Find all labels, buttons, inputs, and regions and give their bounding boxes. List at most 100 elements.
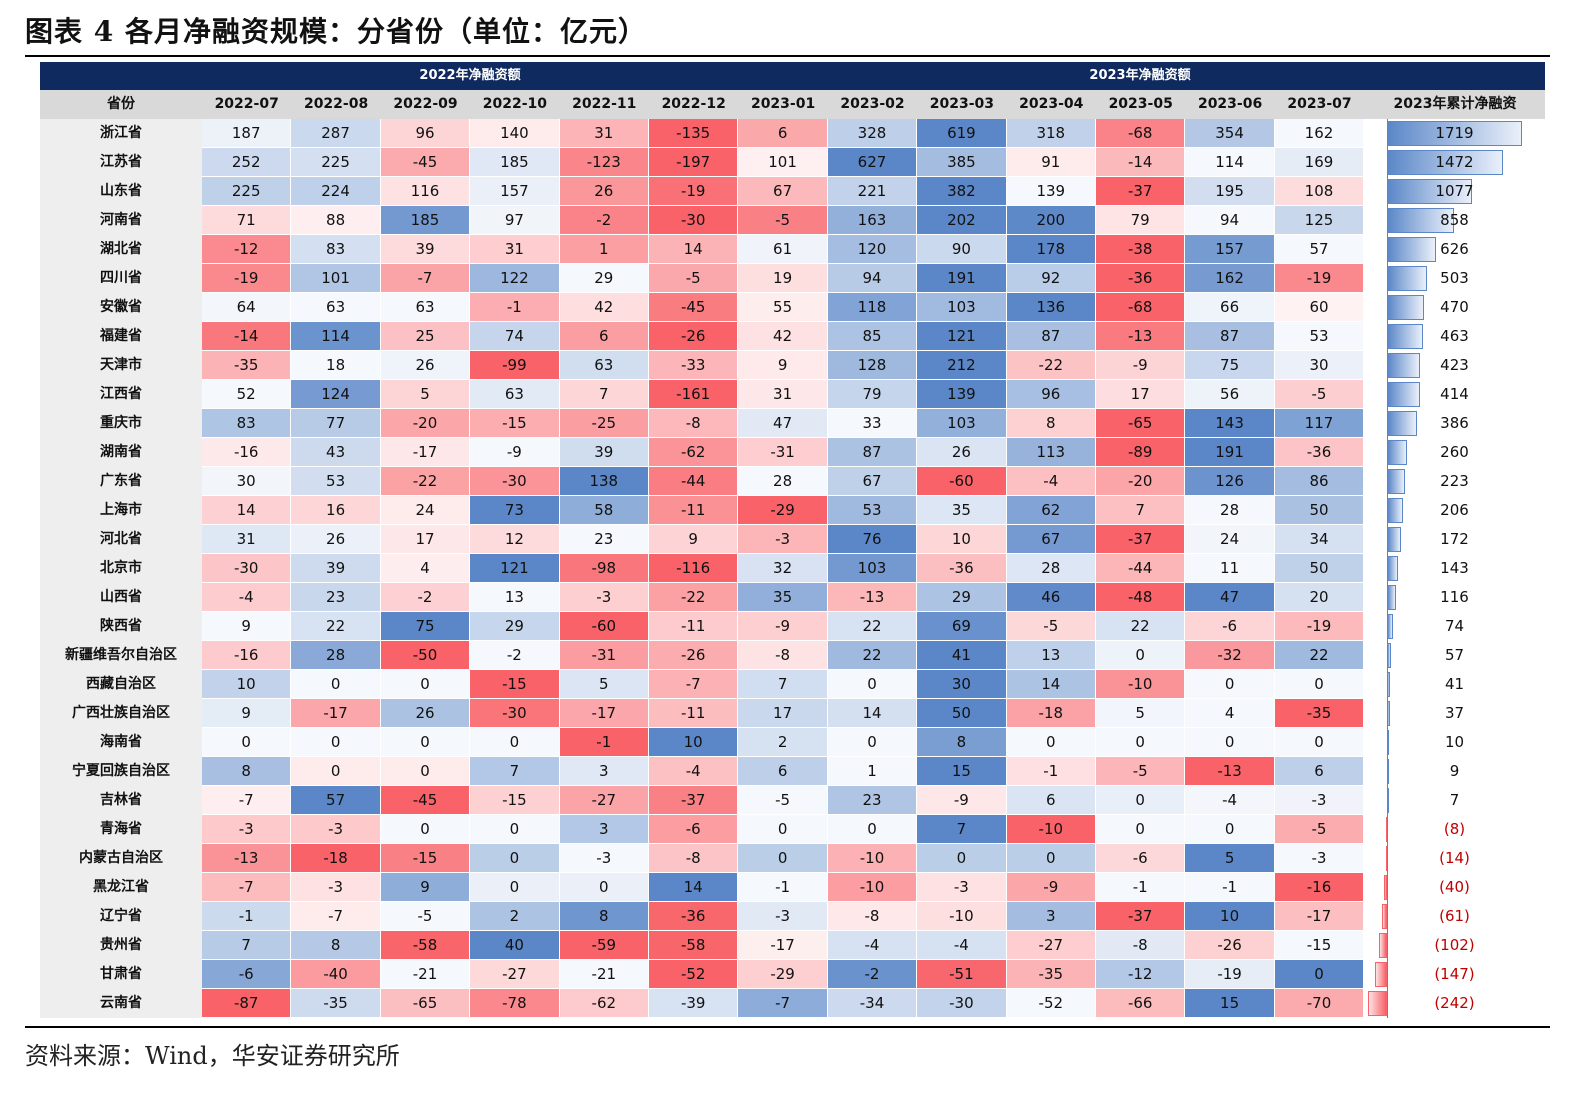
total-bar — [1387, 266, 1427, 291]
heatmap-cell: -26 — [1185, 931, 1275, 960]
heatmap-cell: -30 — [649, 206, 739, 235]
month-header-2022-12: 2022-12 — [661, 96, 726, 112]
heatmap-cell: -11 — [649, 496, 739, 525]
heatmap-cell: 0 — [380, 757, 471, 786]
heatmap-cell: -8 — [1096, 931, 1186, 960]
heatmap-cell: 163 — [827, 206, 918, 235]
province-label: 西藏自治区 — [40, 670, 202, 699]
heatmap-cell: 26 — [291, 525, 381, 554]
province-label: 青海省 — [40, 815, 202, 844]
heatmap-cell: 382 — [917, 177, 1007, 206]
province-label: 山西省 — [40, 583, 202, 612]
heatmap-cell: -7 — [291, 902, 381, 931]
total-value: 414 — [1440, 385, 1469, 403]
heatmap-cell: 0 — [1274, 670, 1365, 699]
heatmap-cell: 97 — [470, 206, 560, 235]
heatmap-cell: 0 — [1006, 844, 1096, 873]
heatmap-cell: 74 — [470, 322, 560, 351]
heatmap-cell: 169 — [1274, 148, 1365, 177]
heatmap-cell: 14 — [1006, 670, 1096, 699]
total-value: 74 — [1444, 617, 1465, 635]
total-value: 503 — [1440, 269, 1469, 287]
total-bar — [1378, 933, 1387, 958]
heatmap-cell: -44 — [1096, 554, 1186, 583]
heatmap-cell: -22 — [649, 583, 739, 612]
heatmap-cell: -3 — [202, 815, 292, 844]
heatmap-cell: 116 — [380, 177, 471, 206]
heatmap-cell: 22 — [827, 641, 918, 670]
province-label: 广东省 — [40, 467, 202, 496]
heatmap-cell: 42 — [738, 322, 828, 351]
province-label: 福建省 — [40, 322, 202, 351]
heatmap-cell: -37 — [1096, 902, 1186, 931]
heatmap-cell: 0 — [291, 757, 381, 786]
heatmap-cell: 55 — [738, 293, 828, 322]
heatmap-cell: -3 — [738, 525, 828, 554]
heatmap-cell: 13 — [1006, 641, 1096, 670]
total-value: 7 — [1449, 791, 1460, 809]
heatmap-cell: 128 — [827, 351, 918, 380]
heatmap-cell: -8 — [649, 409, 739, 438]
heatmap-cell: 7 — [917, 815, 1007, 844]
heatmap-cell: -3 — [738, 902, 828, 931]
heatmap-cell: -15 — [380, 844, 471, 873]
heatmap-cell: -62 — [649, 438, 739, 467]
heatmap-cell: -4 — [649, 757, 739, 786]
heatmap-cell: -3 — [291, 815, 381, 844]
heatmap-cell: -25 — [559, 409, 649, 438]
heatmap-cell: 83 — [291, 235, 381, 264]
heatmap-cell: -99 — [470, 351, 560, 380]
heatmap-cell: 252 — [202, 148, 292, 177]
heatmap-cell: -30 — [917, 989, 1007, 1018]
heatmap-cell: 33 — [827, 409, 918, 438]
heatmap-cell: 35 — [738, 583, 828, 612]
heatmap-cell: 0 — [1096, 815, 1186, 844]
heatmap-cell: -30 — [202, 554, 292, 583]
heatmap-cell: -98 — [559, 554, 649, 583]
heatmap-cell: -17 — [738, 931, 828, 960]
month-header-2023-03: 2023-03 — [929, 96, 995, 112]
heatmap-cell: -7 — [649, 670, 739, 699]
heatmap-cell: -52 — [649, 960, 739, 989]
heatmap-cell: 6 — [1006, 786, 1096, 815]
total-value: 423 — [1440, 356, 1469, 374]
heatmap-cell: -4 — [1006, 467, 1096, 496]
heatmap-cell: 14 — [649, 235, 739, 264]
heatmap-cell: -20 — [1096, 467, 1186, 496]
total-header: 2023年累计净融资 — [1393, 96, 1517, 112]
heatmap-cell: -4 — [827, 931, 918, 960]
heatmap-cell: -2 — [380, 583, 471, 612]
heatmap-cell: -19 — [649, 177, 739, 206]
heatmap-cell: 7 — [202, 931, 292, 960]
heatmap-cell: 67 — [1006, 525, 1096, 554]
heatmap-cell: 39 — [291, 554, 381, 583]
heatmap-cell: -18 — [291, 844, 381, 873]
heatmap-cell: -21 — [380, 960, 471, 989]
heatmap-cell: -2 — [559, 206, 649, 235]
heatmap-cell: 14 — [649, 873, 739, 902]
total-bar — [1387, 121, 1522, 146]
heatmap-cell: 73 — [470, 496, 560, 525]
total-value: 1472 — [1435, 153, 1474, 171]
heatmap-cell: -13 — [827, 583, 918, 612]
heatmap-cell: 26 — [380, 699, 471, 728]
heatmap-cell: 185 — [380, 206, 471, 235]
heatmap-cell: 126 — [1185, 467, 1275, 496]
total-value: 9 — [1449, 762, 1460, 780]
heatmap-cell: -1 — [1185, 873, 1275, 902]
heatmap-cell: 29 — [559, 264, 649, 293]
heatmap-cell: 26 — [559, 177, 649, 206]
heatmap-cell: -35 — [202, 351, 292, 380]
heatmap-cell: -19 — [1185, 960, 1275, 989]
heatmap-cell: 94 — [827, 264, 918, 293]
heatmap-cell: 114 — [291, 322, 381, 351]
heatmap-cell: 58 — [559, 496, 649, 525]
heatmap-cell: 35 — [917, 496, 1007, 525]
heatmap-cell: -9 — [1096, 351, 1186, 380]
heatmap-cell: 39 — [380, 235, 471, 264]
heatmap-cell: 6 — [738, 119, 828, 148]
heatmap-cell: -65 — [1096, 409, 1186, 438]
heatmap-cell: 23 — [827, 786, 918, 815]
heatmap-cell: 0 — [827, 815, 918, 844]
province-label: 宁夏回族自治区 — [40, 757, 202, 786]
